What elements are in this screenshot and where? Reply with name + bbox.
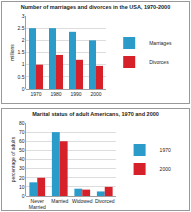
svg-text:percentage of adults: percentage of adults xyxy=(10,136,16,182)
svg-text:Number of marriages and divorc: Number of marriages and divorces in the … xyxy=(21,4,170,10)
svg-text:1970: 1970 xyxy=(160,147,171,153)
svg-text:Married: Married xyxy=(51,198,68,204)
svg-text:Widowed: Widowed xyxy=(72,198,93,204)
svg-text:2000: 2000 xyxy=(90,91,101,97)
svg-text:millions: millions xyxy=(9,44,15,61)
svg-text:1.5: 1.5 xyxy=(18,49,25,55)
svg-text:3: 3 xyxy=(22,13,25,19)
svg-text:60: 60 xyxy=(19,138,25,144)
svg-text:0: 0 xyxy=(22,86,25,92)
svg-text:40: 40 xyxy=(19,156,25,162)
svg-text:2: 2 xyxy=(22,37,25,43)
svg-text:1: 1 xyxy=(22,61,25,67)
svg-text:NeverMarried: NeverMarried xyxy=(29,198,46,211)
svg-text:Divorces: Divorces xyxy=(149,59,169,65)
svg-text:2000: 2000 xyxy=(160,166,171,172)
svg-text:30: 30 xyxy=(19,165,25,171)
svg-text:0: 0 xyxy=(22,193,25,199)
svg-text:50: 50 xyxy=(19,147,25,153)
svg-text:Marital status of adult Americ: Marital status of adult Americans, 1970 … xyxy=(32,111,159,117)
svg-text:1970: 1970 xyxy=(30,91,41,97)
svg-text:1980: 1980 xyxy=(50,91,61,97)
svg-text:10: 10 xyxy=(19,184,25,190)
svg-text:Marriages: Marriages xyxy=(149,40,172,46)
svg-text:Divorced: Divorced xyxy=(95,198,115,204)
svg-text:70: 70 xyxy=(19,129,25,135)
svg-text:1990: 1990 xyxy=(70,91,81,97)
svg-text:0.5: 0.5 xyxy=(18,74,25,80)
svg-text:2.5: 2.5 xyxy=(18,25,25,31)
svg-text:80: 80 xyxy=(19,120,25,126)
svg-text:20: 20 xyxy=(19,175,25,181)
